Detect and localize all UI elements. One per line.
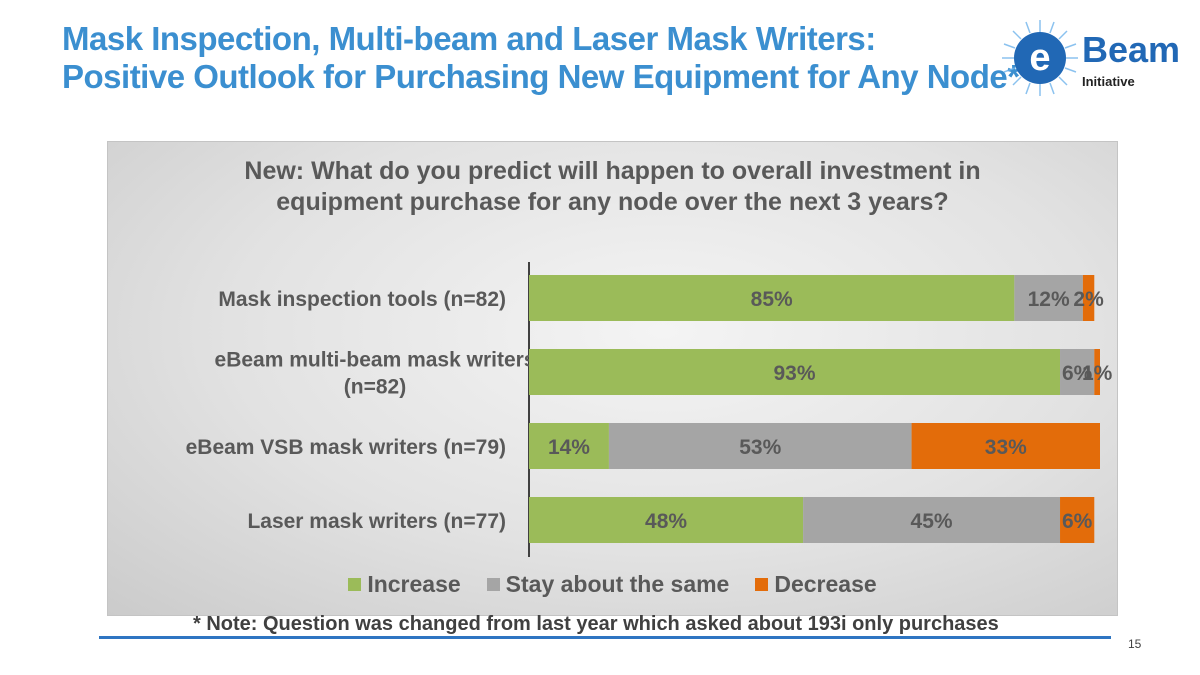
legend-item: Stay about the same — [486, 571, 730, 598]
category-label: Laser mask writers (n=77) — [247, 510, 506, 533]
chart-title-line-1: New: What do you predict will happen to … — [244, 157, 981, 185]
data-label: 12% — [1028, 288, 1070, 311]
category-label: eBeam VSB mask writers (n=79) — [186, 436, 506, 459]
data-label: 6% — [1062, 510, 1093, 533]
ebeam-initiative-logo: e Beam Initiative — [1000, 18, 1196, 98]
footer-divider — [99, 636, 1111, 639]
slide-title: Mask Inspection, Multi-beam and Laser Ma… — [62, 20, 1020, 96]
data-label: 45% — [911, 510, 953, 533]
page-number: 15 — [1128, 637, 1142, 651]
footnote: * Note: Question was changed from last y… — [193, 613, 999, 635]
slide-title-line-2: Positive Outlook for Purchasing New Equi… — [62, 58, 1020, 95]
bar-segment — [529, 423, 609, 469]
bar-segment — [529, 349, 1061, 395]
data-label: 53% — [739, 436, 781, 459]
chart-legend: Increase Stay about the same Decrease — [108, 571, 1117, 598]
logo-letter: e — [1029, 37, 1050, 79]
data-label: 93% — [773, 362, 815, 385]
legend-swatch — [755, 578, 769, 591]
bar-segment — [803, 497, 1061, 543]
legend-label: Decrease — [774, 571, 877, 597]
legend-item: Increase — [348, 571, 461, 598]
data-label: 48% — [645, 510, 687, 533]
logo-word: Beam — [1082, 29, 1181, 70]
bar-segment — [608, 423, 912, 469]
bar-segment — [911, 423, 1100, 469]
bar-segment — [529, 497, 804, 543]
slide-title-line-1: Mask Inspection, Multi-beam and Laser Ma… — [62, 20, 876, 57]
bar-chart: Mask inspection tools (n=82) 85% 12% 2% eBea… — [186, 262, 1113, 557]
category-label: eBeam multi-beam mask writers (n=82) — [215, 349, 536, 399]
data-label: 6% — [1062, 362, 1093, 385]
logo-e-icon: e — [1000, 18, 1080, 98]
bar-segment — [529, 275, 1015, 321]
chart-title: New: What do you predict will happen to … — [108, 156, 1117, 218]
bar-segment — [1082, 275, 1095, 321]
category-label: Mask inspection tools (n=82) — [218, 288, 506, 311]
chart-title-line-2: equipment purchase for any node over the… — [276, 188, 949, 216]
legend-item: Decrease — [755, 571, 877, 598]
bar-segment — [1094, 349, 1100, 395]
legend-label: Increase — [367, 571, 461, 597]
chart-panel: New: What do you predict will happen to … — [107, 141, 1118, 616]
legend-swatch — [348, 578, 362, 591]
legend-swatch — [486, 578, 500, 591]
logo-subtitle: Initiative — [1082, 74, 1135, 89]
data-label: 33% — [985, 436, 1027, 459]
data-label: 2% — [1073, 288, 1104, 311]
data-label: 14% — [548, 436, 590, 459]
bar-segment — [1060, 497, 1095, 543]
legend-label: Stay about the same — [505, 571, 730, 597]
bar-segment — [1014, 275, 1083, 321]
data-label: 1% — [1082, 362, 1113, 385]
bar-segment — [1060, 349, 1095, 395]
data-label: 85% — [751, 288, 793, 311]
